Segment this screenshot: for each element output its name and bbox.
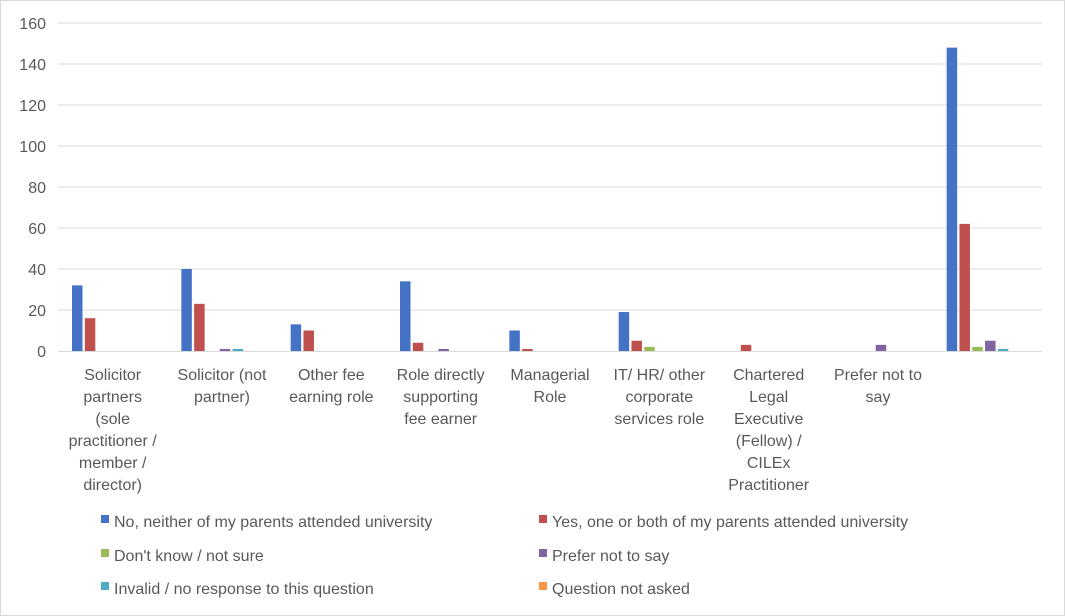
legend-swatch bbox=[539, 549, 547, 557]
x-category-label: Practitioner bbox=[728, 477, 810, 494]
x-category-label: Role bbox=[534, 389, 567, 406]
y-tick-label: 80 bbox=[28, 180, 46, 197]
bar bbox=[959, 223, 970, 351]
y-tick-label: 140 bbox=[19, 57, 46, 74]
x-category-label: (Fellow) / bbox=[736, 433, 802, 450]
x-category-label: partners bbox=[83, 389, 142, 406]
bar bbox=[985, 340, 996, 351]
x-axis-category-labels: Solicitor partners (sole practitioner / memb… bbox=[69, 367, 922, 494]
bar bbox=[303, 330, 314, 351]
x-category-label: fee earner bbox=[404, 411, 478, 428]
legend-label: Yes, one or both of my parents attended … bbox=[552, 514, 908, 531]
legend-label: Invalid / no response to this question bbox=[114, 581, 374, 598]
legend-label: Don't know / not sure bbox=[114, 548, 264, 565]
bar bbox=[400, 281, 411, 351]
x-category-label: Solicitor bbox=[84, 367, 142, 384]
x-category-label: IT/ HR/ other bbox=[614, 367, 706, 384]
y-tick-label: 160 bbox=[19, 16, 46, 33]
x-category-label: partner) bbox=[194, 389, 250, 406]
bar bbox=[194, 303, 205, 351]
x-category-label: Executive bbox=[734, 411, 803, 428]
legend-swatch bbox=[539, 515, 547, 523]
bar bbox=[290, 324, 302, 351]
bar bbox=[997, 348, 1009, 351]
x-category-label: Role directly bbox=[397, 367, 485, 384]
x-category-label: Prefer not to bbox=[834, 367, 922, 384]
x-category-label: member / bbox=[79, 455, 147, 472]
bar bbox=[631, 340, 642, 351]
bar bbox=[740, 344, 752, 351]
bar bbox=[946, 47, 958, 351]
y-tick-label: 120 bbox=[19, 98, 46, 115]
y-axis-tick-labels: 0 20 40 60 80 100 120 140 160 bbox=[19, 16, 46, 361]
bar bbox=[972, 346, 983, 351]
x-category-label: Legal bbox=[749, 389, 788, 406]
bar bbox=[438, 348, 449, 351]
y-tick-label: 0 bbox=[37, 344, 46, 361]
y-tick-label: 20 bbox=[28, 303, 46, 320]
x-category-label: earning role bbox=[289, 389, 374, 406]
legend-label: No, neither of my parents attended unive… bbox=[114, 514, 432, 531]
x-category-label: say bbox=[866, 389, 891, 406]
x-category-label: director) bbox=[83, 477, 142, 494]
bar bbox=[644, 346, 655, 351]
x-category-label: corporate bbox=[626, 389, 694, 406]
bar bbox=[509, 330, 520, 351]
gridlines bbox=[58, 22, 1042, 311]
x-category-label: practitioner / bbox=[69, 433, 158, 450]
x-category-label: Managerial bbox=[510, 367, 589, 384]
legend: No, neither of my parents attended unive… bbox=[101, 514, 908, 598]
bar bbox=[181, 269, 192, 351]
legend-swatch bbox=[101, 515, 109, 523]
bar bbox=[72, 285, 83, 351]
bar bbox=[232, 348, 244, 351]
legend-swatch bbox=[101, 549, 109, 557]
x-category-label: Solicitor (not bbox=[178, 367, 267, 384]
bars bbox=[72, 47, 1009, 351]
y-tick-label: 60 bbox=[28, 221, 46, 238]
bar bbox=[84, 318, 96, 351]
x-category-label: CILEx bbox=[747, 455, 791, 472]
bar bbox=[875, 344, 887, 351]
y-tick-label: 40 bbox=[28, 262, 46, 279]
bar bbox=[618, 312, 630, 351]
x-category-label: services role bbox=[614, 411, 704, 428]
legend-swatch bbox=[539, 582, 547, 590]
x-category-label: Other fee bbox=[298, 367, 365, 384]
x-category-label: Chartered bbox=[733, 367, 804, 384]
legend-swatch bbox=[101, 582, 109, 590]
bar bbox=[219, 348, 231, 351]
legend-label: Question not asked bbox=[552, 581, 690, 598]
bar bbox=[412, 342, 424, 351]
x-category-label: (sole bbox=[95, 411, 130, 428]
y-tick-label: 100 bbox=[19, 139, 46, 156]
x-category-label: supporting bbox=[403, 389, 478, 406]
bar bbox=[522, 348, 533, 351]
legend-label: Prefer not to say bbox=[552, 548, 669, 565]
